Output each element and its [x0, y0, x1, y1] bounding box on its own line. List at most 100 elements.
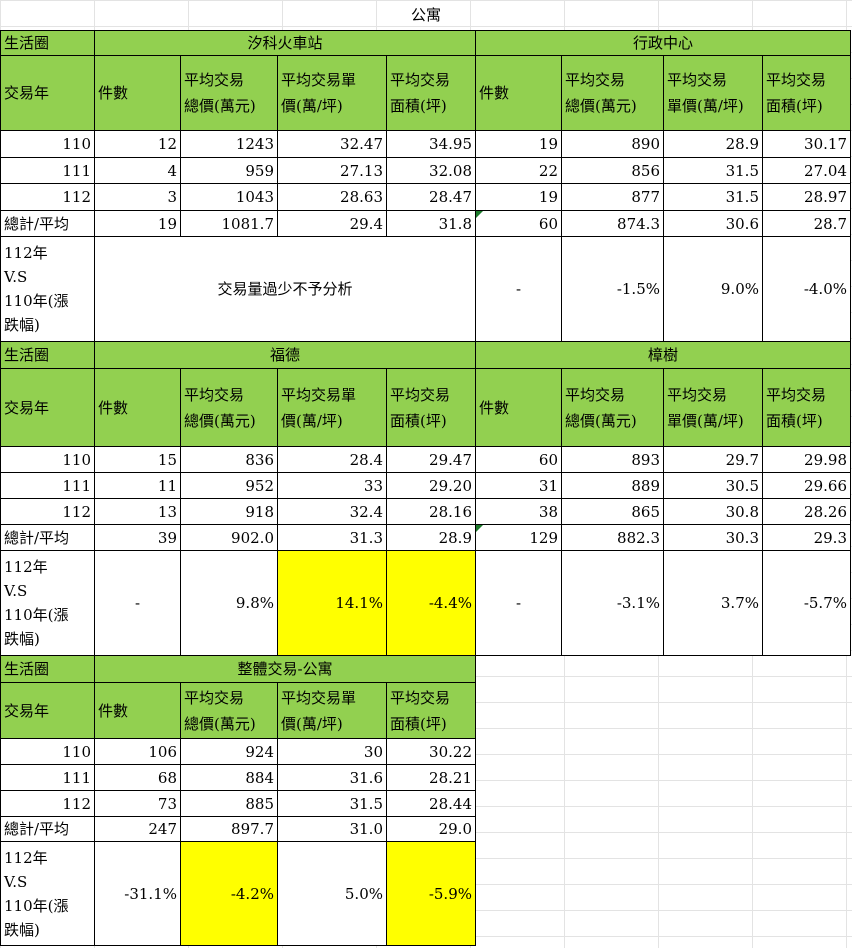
- data-cell[interactable]: 959: [180, 157, 278, 184]
- data-cell[interactable]: 28.7: [762, 210, 851, 237]
- data-cell[interactable]: 30.8: [663, 498, 763, 525]
- data-cell[interactable]: 60: [475, 446, 562, 473]
- data-cell[interactable]: 1043: [180, 183, 278, 211]
- change-cell[interactable]: 5.0%: [277, 841, 387, 946]
- data-cell[interactable]: 30.6: [663, 210, 763, 237]
- change-cell[interactable]: -: [475, 550, 562, 656]
- change-cell[interactable]: -5.7%: [762, 550, 851, 656]
- data-cell[interactable]: 30.17: [762, 130, 851, 158]
- data-cell[interactable]: 28.63: [277, 183, 387, 211]
- data-cell[interactable]: 33: [277, 472, 387, 499]
- data-cell[interactable]: 19: [94, 210, 181, 237]
- row-label-0[interactable]: 110: [0, 446, 95, 473]
- data-cell[interactable]: 29.66: [762, 472, 851, 499]
- data-cell[interactable]: 31.6: [277, 764, 387, 791]
- data-cell[interactable]: 15: [94, 446, 181, 473]
- data-cell[interactable]: 34.95: [386, 130, 476, 158]
- row-label-header[interactable]: 生活圈: [0, 30, 95, 56]
- data-cell[interactable]: 31: [475, 472, 562, 499]
- data-cell[interactable]: 897.7: [180, 816, 278, 842]
- data-cell[interactable]: 885: [180, 790, 278, 817]
- data-cell[interactable]: 30.22: [386, 738, 476, 765]
- data-cell[interactable]: 32.47: [277, 130, 387, 158]
- data-cell[interactable]: 29.98: [762, 446, 851, 473]
- row-label-header[interactable]: 生活圈: [0, 341, 95, 369]
- data-cell[interactable]: 865: [561, 498, 664, 525]
- data-cell[interactable]: 882.3: [561, 524, 664, 551]
- column-header[interactable]: 平均交易 面積(坪): [386, 55, 476, 131]
- data-cell[interactable]: 30.5: [663, 472, 763, 499]
- data-cell[interactable]: 28.21: [386, 764, 476, 791]
- district-name-right[interactable]: 樟樹: [475, 341, 851, 369]
- column-header[interactable]: 平均交易 總價(萬元): [561, 55, 664, 131]
- row-label-4[interactable]: 112年 V.S 110年(漲 跌幅): [0, 841, 95, 946]
- column-header[interactable]: 平均交易 面積(坪): [386, 368, 476, 447]
- data-cell[interactable]: 893: [561, 446, 664, 473]
- change-cell[interactable]: -4.4%: [386, 550, 476, 656]
- data-cell[interactable]: 4: [94, 157, 181, 184]
- column-header[interactable]: 件數: [94, 368, 181, 447]
- year-header[interactable]: 交易年: [0, 55, 95, 131]
- data-cell[interactable]: 30.3: [663, 524, 763, 551]
- column-header[interactable]: 件數: [94, 682, 181, 739]
- data-cell[interactable]: 19: [475, 130, 562, 158]
- district-name-right[interactable]: 行政中心: [475, 30, 851, 56]
- data-cell[interactable]: 890: [561, 130, 664, 158]
- district-name-left[interactable]: 福德: [94, 341, 476, 369]
- row-label-3[interactable]: 總計/平均: [0, 524, 95, 551]
- data-cell[interactable]: 68: [94, 764, 181, 791]
- change-cell[interactable]: -1.5%: [561, 236, 664, 342]
- row-label-2[interactable]: 112: [0, 790, 95, 817]
- change-cell[interactable]: -5.9%: [386, 841, 476, 946]
- data-cell[interactable]: 247: [94, 816, 181, 842]
- column-header[interactable]: 平均交易 面積(坪): [762, 368, 851, 447]
- column-header[interactable]: 平均交易 單價(萬/坪): [663, 55, 763, 131]
- change-cell[interactable]: 9.8%: [180, 550, 278, 656]
- data-cell[interactable]: 28.9: [386, 524, 476, 551]
- column-header[interactable]: 件數: [94, 55, 181, 131]
- district-name-left[interactable]: 汐科火車站: [94, 30, 476, 56]
- column-header[interactable]: 件數: [475, 368, 562, 447]
- column-header[interactable]: 平均交易單 價(萬/坪): [277, 368, 387, 447]
- data-cell[interactable]: 19: [475, 183, 562, 211]
- data-cell[interactable]: 29.20: [386, 472, 476, 499]
- row-label-2[interactable]: 112: [0, 498, 95, 525]
- data-cell[interactable]: 29.47: [386, 446, 476, 473]
- change-cell[interactable]: 9.0%: [663, 236, 763, 342]
- data-cell[interactable]: 31.5: [277, 790, 387, 817]
- data-cell[interactable]: 3: [94, 183, 181, 211]
- data-cell[interactable]: 32.08: [386, 157, 476, 184]
- data-cell[interactable]: 60: [475, 210, 562, 237]
- data-cell[interactable]: 28.97: [762, 183, 851, 211]
- column-header[interactable]: 平均交易 面積(坪): [762, 55, 851, 131]
- data-cell[interactable]: 13: [94, 498, 181, 525]
- data-cell[interactable]: 28.4: [277, 446, 387, 473]
- data-cell[interactable]: 28.16: [386, 498, 476, 525]
- data-cell[interactable]: 28.44: [386, 790, 476, 817]
- data-cell[interactable]: 31.5: [663, 157, 763, 184]
- insufficient-data-note[interactable]: 交易量過少不予分析: [94, 236, 476, 342]
- data-cell[interactable]: 1243: [180, 130, 278, 158]
- change-cell[interactable]: -3.1%: [561, 550, 664, 656]
- data-cell[interactable]: 11: [94, 472, 181, 499]
- data-cell[interactable]: 31.3: [277, 524, 387, 551]
- column-header[interactable]: 平均交易單 價(萬/坪): [277, 682, 387, 739]
- data-cell[interactable]: 29.4: [277, 210, 387, 237]
- data-cell[interactable]: 31.0: [277, 816, 387, 842]
- data-cell[interactable]: 129: [475, 524, 562, 551]
- data-cell[interactable]: 924: [180, 738, 278, 765]
- row-label-1[interactable]: 111: [0, 157, 95, 184]
- change-cell[interactable]: -: [475, 236, 562, 342]
- data-cell[interactable]: 31.8: [386, 210, 476, 237]
- column-header[interactable]: 平均交易單 價(萬/坪): [277, 55, 387, 131]
- row-label-1[interactable]: 111: [0, 472, 95, 499]
- district-name-left[interactable]: 整體交易-公寓: [94, 655, 476, 683]
- data-cell[interactable]: 38: [475, 498, 562, 525]
- change-cell[interactable]: -4.0%: [762, 236, 851, 342]
- data-cell[interactable]: 39: [94, 524, 181, 551]
- year-header[interactable]: 交易年: [0, 682, 95, 739]
- data-cell[interactable]: 856: [561, 157, 664, 184]
- data-cell[interactable]: 30: [277, 738, 387, 765]
- data-cell[interactable]: 29.0: [386, 816, 476, 842]
- row-label-0[interactable]: 110: [0, 738, 95, 765]
